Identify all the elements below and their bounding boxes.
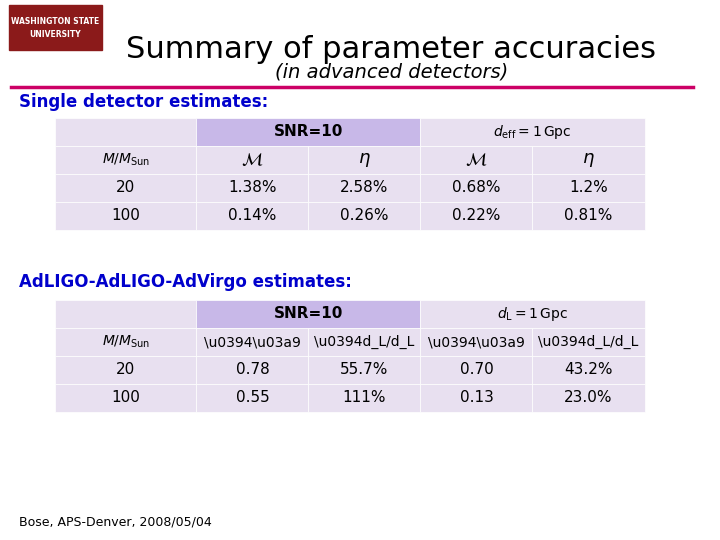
Text: $\mathcal{M}$: $\mathcal{M}$ — [465, 151, 487, 169]
FancyBboxPatch shape — [55, 328, 197, 356]
Text: \u0394d_L/d_L: \u0394d_L/d_L — [314, 335, 415, 349]
FancyBboxPatch shape — [420, 146, 533, 174]
FancyBboxPatch shape — [533, 328, 644, 356]
FancyBboxPatch shape — [197, 202, 308, 230]
FancyBboxPatch shape — [197, 328, 308, 356]
FancyBboxPatch shape — [55, 174, 197, 202]
FancyBboxPatch shape — [197, 146, 308, 174]
Text: 111%: 111% — [343, 390, 386, 406]
Text: Summary of parameter accuracies: Summary of parameter accuracies — [126, 36, 656, 64]
Text: (in advanced detectors): (in advanced detectors) — [274, 63, 508, 82]
Text: 0.70: 0.70 — [459, 362, 493, 377]
FancyBboxPatch shape — [9, 5, 102, 50]
FancyBboxPatch shape — [420, 118, 644, 146]
Text: $\eta$: $\eta$ — [358, 151, 371, 169]
Text: 43.2%: 43.2% — [564, 362, 613, 377]
FancyBboxPatch shape — [55, 118, 197, 146]
Text: 20: 20 — [116, 362, 135, 377]
Text: 0.14%: 0.14% — [228, 208, 276, 224]
Text: 0.68%: 0.68% — [452, 180, 500, 195]
Text: \u0394\u03a9: \u0394\u03a9 — [428, 335, 525, 349]
Text: 2.58%: 2.58% — [341, 180, 389, 195]
Text: Bose, APS-Denver, 2008/05/04: Bose, APS-Denver, 2008/05/04 — [19, 516, 212, 529]
FancyBboxPatch shape — [420, 174, 533, 202]
FancyBboxPatch shape — [308, 328, 420, 356]
Text: WASHINGTON STATE
UNIVERSITY: WASHINGTON STATE UNIVERSITY — [11, 17, 99, 39]
Text: $M/M_{\rm Sun}$: $M/M_{\rm Sun}$ — [102, 334, 150, 350]
Text: 0.55: 0.55 — [235, 390, 269, 406]
FancyBboxPatch shape — [308, 202, 420, 230]
Text: $M/M_{\rm Sun}$: $M/M_{\rm Sun}$ — [102, 152, 150, 168]
Text: 0.78: 0.78 — [235, 362, 269, 377]
Text: SNR=10: SNR=10 — [274, 307, 343, 321]
FancyBboxPatch shape — [55, 384, 197, 412]
FancyBboxPatch shape — [420, 384, 533, 412]
Text: 23.0%: 23.0% — [564, 390, 613, 406]
FancyBboxPatch shape — [533, 174, 644, 202]
FancyBboxPatch shape — [420, 202, 533, 230]
Text: \u0394\u03a9: \u0394\u03a9 — [204, 335, 301, 349]
FancyBboxPatch shape — [197, 174, 308, 202]
FancyBboxPatch shape — [533, 202, 644, 230]
Text: 20: 20 — [116, 180, 135, 195]
Text: 1.38%: 1.38% — [228, 180, 276, 195]
FancyBboxPatch shape — [55, 202, 197, 230]
Text: 100: 100 — [112, 390, 140, 406]
Text: AdLIGO-AdLIGO-AdVirgo estimates:: AdLIGO-AdLIGO-AdVirgo estimates: — [19, 273, 352, 291]
Text: 0.81%: 0.81% — [564, 208, 613, 224]
Text: $\eta$: $\eta$ — [582, 151, 595, 169]
FancyBboxPatch shape — [55, 300, 197, 328]
FancyBboxPatch shape — [533, 356, 644, 384]
Text: $\mathcal{M}$: $\mathcal{M}$ — [241, 151, 264, 169]
Text: SNR=10: SNR=10 — [274, 125, 343, 139]
Text: 0.26%: 0.26% — [340, 208, 389, 224]
FancyBboxPatch shape — [420, 300, 644, 328]
Text: \u0394d_L/d_L: \u0394d_L/d_L — [539, 335, 639, 349]
Text: 0.13: 0.13 — [459, 390, 493, 406]
FancyBboxPatch shape — [197, 118, 420, 146]
FancyBboxPatch shape — [308, 146, 420, 174]
FancyBboxPatch shape — [308, 174, 420, 202]
FancyBboxPatch shape — [420, 356, 533, 384]
FancyBboxPatch shape — [308, 356, 420, 384]
Text: $d_{\rm L} = 1\,{\rm Gpc}$: $d_{\rm L} = 1\,{\rm Gpc}$ — [497, 305, 568, 323]
FancyBboxPatch shape — [197, 300, 420, 328]
Text: 1.2%: 1.2% — [569, 180, 608, 195]
Text: Single detector estimates:: Single detector estimates: — [19, 93, 269, 111]
FancyBboxPatch shape — [55, 356, 197, 384]
Text: 100: 100 — [112, 208, 140, 224]
FancyBboxPatch shape — [308, 384, 420, 412]
FancyBboxPatch shape — [533, 146, 644, 174]
FancyBboxPatch shape — [55, 146, 197, 174]
FancyBboxPatch shape — [197, 356, 308, 384]
FancyBboxPatch shape — [420, 328, 533, 356]
Text: 0.22%: 0.22% — [452, 208, 500, 224]
FancyBboxPatch shape — [533, 384, 644, 412]
Text: 55.7%: 55.7% — [341, 362, 389, 377]
FancyBboxPatch shape — [197, 384, 308, 412]
Text: $d_{\rm eff} = 1\,{\rm Gpc}$: $d_{\rm eff} = 1\,{\rm Gpc}$ — [493, 123, 572, 141]
